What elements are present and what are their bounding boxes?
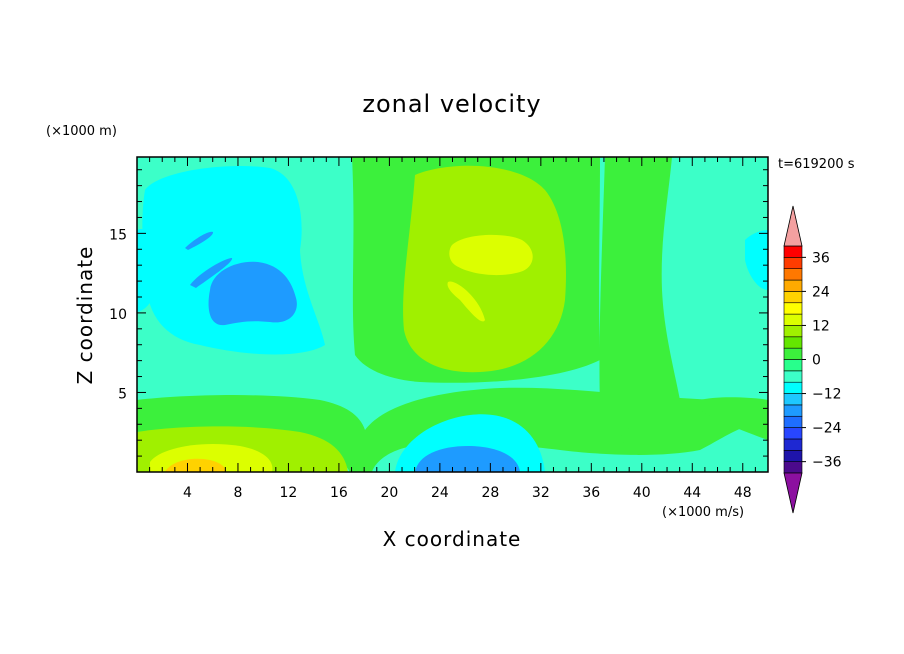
- colorbar-swatch: [783, 449, 803, 462]
- colorbar-swatch: [783, 257, 803, 270]
- contour-orange-bottomleft: [165, 458, 226, 472]
- contour-blue-streak-1: [185, 231, 214, 250]
- colorbar-swatch: [783, 427, 803, 440]
- contour-cyan-right: [745, 230, 768, 290]
- x-tick-label: 24: [431, 485, 449, 501]
- colorbar-swatch: [783, 347, 803, 360]
- colorbar-swatch: [783, 302, 803, 315]
- colorbar-swatch: [783, 325, 803, 338]
- contour-green-right: [599, 157, 680, 416]
- x-ticks: 4 8 12 16 20 24 28 32 36 40 44 48: [149, 157, 756, 501]
- contour-blue-bottomcenter: [415, 446, 520, 472]
- colorbar-under-arrow: [783, 472, 803, 514]
- colorbar-label: −36: [812, 455, 842, 471]
- x-tick-label: 8: [233, 485, 242, 501]
- y-tick-label: 15: [109, 227, 127, 243]
- colorbar-swatch: [783, 359, 803, 372]
- colorbar-label: 36: [812, 250, 830, 266]
- colorbar-swatch: [783, 370, 803, 383]
- contour-green-patch-right: [620, 427, 662, 447]
- y-axis-label: Z coordinate: [73, 246, 97, 385]
- colorbar-label: 12: [812, 318, 830, 334]
- chart-title: zonal velocity: [362, 90, 541, 118]
- x-tick-label: 36: [582, 485, 600, 501]
- y-unit-label: (×1000 m): [46, 124, 117, 139]
- contour-field: [137, 157, 768, 472]
- colorbar-swatch: [783, 336, 803, 349]
- colorbar-label: −24: [812, 421, 842, 437]
- contour-lightgreen-far-right: [700, 397, 768, 440]
- y-tick-label: 10: [109, 307, 127, 323]
- y-ticks: 5 10 15: [109, 169, 768, 457]
- x-tick-label: 48: [734, 485, 752, 501]
- colorbar-swatch: [783, 393, 803, 406]
- colorbar-swatch: [783, 461, 803, 474]
- colorbar-swatch: [783, 245, 803, 258]
- colorbar-label: −12: [812, 387, 842, 403]
- x-tick-label: 32: [532, 485, 550, 501]
- x-tick-label: 40: [633, 485, 651, 501]
- contour-yellow-core: [449, 234, 533, 276]
- y-tick-label: 5: [118, 386, 127, 402]
- x-tick-label: 28: [481, 485, 499, 501]
- colorbar-swatch: [783, 404, 803, 417]
- colorbar-swatch: [783, 438, 803, 451]
- colorbar-label: 0: [812, 353, 821, 369]
- colorbar-swatch: [783, 381, 803, 394]
- colorbar: 36 24 12 0 −12 −24 −36: [783, 205, 842, 514]
- contour-blue-streak-2: [190, 258, 233, 288]
- colorbar-swatch: [783, 268, 803, 281]
- contour-blue-blob: [208, 261, 297, 326]
- colorbar-over-arrow: [783, 205, 803, 247]
- x-tick-label: 4: [183, 485, 192, 501]
- contour-yellow-streak: [447, 281, 485, 322]
- colorbar-swatch: [783, 415, 803, 428]
- colorbar-swatch: [783, 291, 803, 304]
- colorbar-label: 24: [812, 284, 830, 300]
- time-label: t=619200 s: [778, 157, 855, 172]
- x-axis-label: X coordinate: [383, 527, 522, 551]
- x-unit-label: (×1000 m/s): [662, 505, 744, 520]
- x-tick-label: 12: [280, 485, 298, 501]
- contour-cyan-left-ext: [137, 229, 160, 312]
- x-tick-label: 20: [380, 485, 398, 501]
- x-tick-label: 16: [330, 485, 348, 501]
- colorbar-swatch: [783, 313, 803, 326]
- x-tick-label: 44: [683, 485, 701, 501]
- colorbar-swatch: [783, 279, 803, 292]
